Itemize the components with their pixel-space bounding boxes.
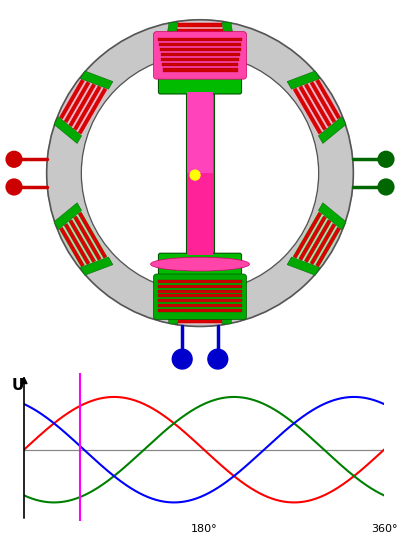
Polygon shape bbox=[318, 117, 346, 143]
Bar bbox=[160, 42, 241, 46]
Polygon shape bbox=[222, 22, 236, 52]
Circle shape bbox=[6, 179, 22, 195]
Polygon shape bbox=[293, 212, 322, 258]
Polygon shape bbox=[64, 82, 90, 122]
Bar bbox=[162, 53, 240, 56]
Polygon shape bbox=[58, 209, 109, 268]
Circle shape bbox=[172, 349, 192, 369]
Polygon shape bbox=[54, 202, 82, 229]
Polygon shape bbox=[69, 220, 96, 263]
Polygon shape bbox=[291, 209, 342, 268]
Circle shape bbox=[81, 54, 319, 292]
Text: U: U bbox=[11, 379, 24, 394]
Polygon shape bbox=[293, 88, 322, 134]
Polygon shape bbox=[174, 47, 226, 50]
Bar bbox=[158, 38, 242, 41]
FancyBboxPatch shape bbox=[158, 253, 242, 275]
Bar bbox=[187, 92, 213, 173]
Polygon shape bbox=[172, 294, 228, 324]
Polygon shape bbox=[304, 84, 331, 126]
Bar bbox=[162, 58, 238, 61]
Bar bbox=[158, 309, 242, 312]
Polygon shape bbox=[299, 216, 326, 260]
Bar bbox=[158, 280, 242, 283]
Polygon shape bbox=[287, 71, 320, 89]
Polygon shape bbox=[78, 88, 107, 134]
Bar bbox=[158, 285, 242, 288]
FancyBboxPatch shape bbox=[154, 32, 246, 79]
Polygon shape bbox=[310, 223, 336, 265]
Polygon shape bbox=[80, 71, 113, 89]
Polygon shape bbox=[64, 223, 90, 265]
Polygon shape bbox=[310, 82, 336, 122]
FancyBboxPatch shape bbox=[154, 274, 246, 320]
Polygon shape bbox=[287, 257, 320, 275]
Polygon shape bbox=[178, 24, 222, 27]
Polygon shape bbox=[80, 257, 113, 275]
Polygon shape bbox=[74, 216, 101, 260]
Polygon shape bbox=[175, 41, 225, 45]
Bar bbox=[163, 68, 238, 71]
Polygon shape bbox=[60, 79, 84, 119]
Polygon shape bbox=[176, 307, 224, 311]
Polygon shape bbox=[78, 212, 107, 258]
Bar bbox=[160, 48, 240, 51]
Bar bbox=[158, 294, 242, 297]
Circle shape bbox=[190, 170, 200, 180]
Polygon shape bbox=[316, 227, 340, 267]
Polygon shape bbox=[69, 84, 96, 126]
Polygon shape bbox=[177, 30, 223, 33]
Polygon shape bbox=[177, 313, 223, 317]
Polygon shape bbox=[318, 202, 346, 229]
Polygon shape bbox=[299, 86, 326, 130]
Polygon shape bbox=[222, 294, 236, 324]
Polygon shape bbox=[172, 22, 228, 52]
Polygon shape bbox=[74, 86, 101, 130]
Bar bbox=[158, 289, 242, 293]
Polygon shape bbox=[175, 301, 225, 305]
Polygon shape bbox=[54, 117, 82, 143]
Polygon shape bbox=[174, 295, 226, 299]
Polygon shape bbox=[164, 294, 178, 324]
Ellipse shape bbox=[150, 257, 250, 271]
Polygon shape bbox=[176, 35, 224, 39]
Polygon shape bbox=[58, 78, 109, 137]
Circle shape bbox=[378, 151, 394, 167]
FancyBboxPatch shape bbox=[158, 72, 242, 94]
Bar bbox=[158, 299, 242, 302]
Polygon shape bbox=[178, 320, 222, 323]
Polygon shape bbox=[316, 79, 340, 119]
Bar bbox=[158, 304, 242, 307]
Circle shape bbox=[208, 349, 228, 369]
Circle shape bbox=[6, 151, 22, 167]
Bar bbox=[162, 63, 238, 67]
Polygon shape bbox=[60, 227, 84, 267]
Polygon shape bbox=[164, 22, 178, 52]
Circle shape bbox=[378, 179, 394, 195]
Bar bbox=[186, 74, 214, 272]
Polygon shape bbox=[304, 220, 331, 263]
Bar bbox=[187, 173, 213, 255]
Polygon shape bbox=[291, 78, 342, 137]
